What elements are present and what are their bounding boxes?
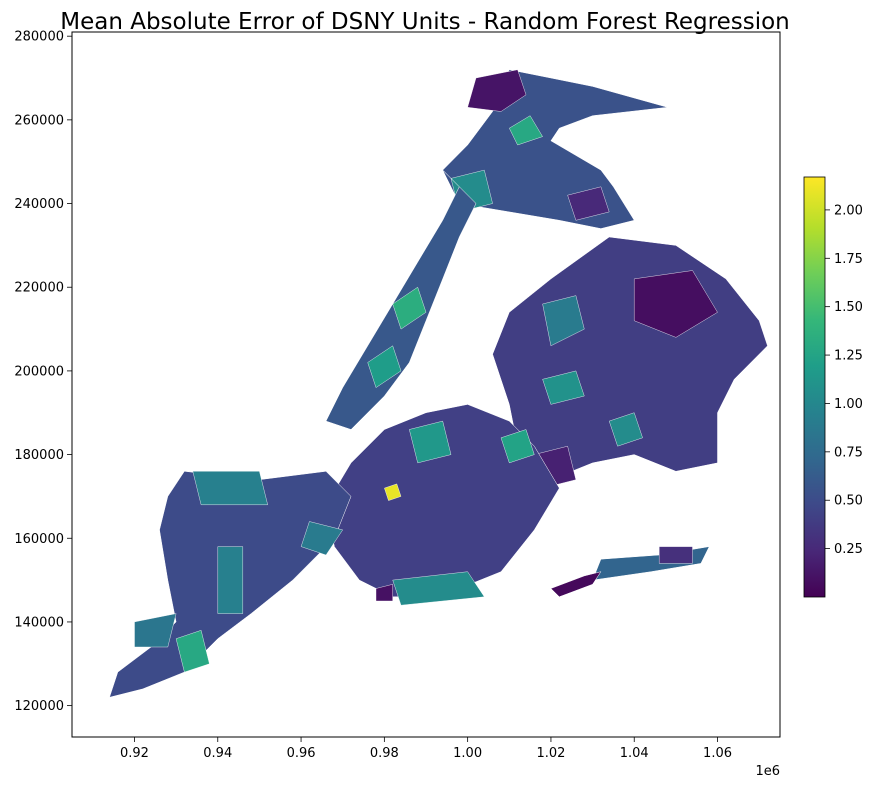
region-queens-patch-1 <box>542 295 585 347</box>
region-brooklyn <box>325 404 560 606</box>
colorbar-tick-label: 1.25 <box>834 349 863 364</box>
colorbar-tick-label: 1.00 <box>834 397 863 412</box>
colorbar-tick-label: 1.50 <box>834 300 863 315</box>
region-brooklyn-patch-4 <box>375 584 393 602</box>
x-tick-label: 0.92 <box>120 746 149 761</box>
region-queens-patch-3 <box>608 412 643 447</box>
colorbar-tick-label: 0.50 <box>834 494 863 509</box>
region-manhattan-patch-0 <box>392 286 427 330</box>
region-staten-island-patch-3 <box>300 521 344 556</box>
region-staten-island-patch-1 <box>217 546 244 614</box>
region-rockaway <box>592 546 710 581</box>
map-title: Mean Absolute Error of DSNY Units - Rand… <box>60 9 790 35</box>
y-tick-label: 120000 <box>14 699 64 714</box>
region-staten-island-patch-4 <box>134 613 177 648</box>
region-queens-patch-2 <box>542 370 585 405</box>
y-axis: 120000 140000 160000 180000 200000 220000 2400… <box>14 30 72 714</box>
axes-frame <box>71 31 781 738</box>
region-manhattan-patch-1 <box>367 345 402 388</box>
x-tick-label: 1.06 <box>703 746 732 761</box>
region-brooklyn-patch-1 <box>500 429 535 464</box>
x-axis: 0.92 0.94 0.96 0.98 1.00 1.02 1.04 1.06 <box>120 737 732 761</box>
x-tick-label: 0.98 <box>370 746 399 761</box>
region-queens-shape <box>492 236 768 480</box>
y-tick-label: 180000 <box>14 448 64 463</box>
x-axis-offset-label: 1e6 <box>755 764 780 779</box>
region-brooklyn-patch-3 <box>392 571 485 606</box>
region-broad-channel <box>550 571 602 598</box>
region-bronx-patch-3 <box>567 186 610 221</box>
region-bronx <box>442 69 668 229</box>
y-tick-label: 220000 <box>14 281 64 296</box>
colorbar-tick-label: 1.75 <box>834 252 863 267</box>
region-staten-island <box>109 471 352 698</box>
region-rockaway-patch-0 <box>659 546 693 564</box>
x-tick-label: 1.04 <box>620 746 649 761</box>
colorbar-axis: 0.25 0.50 0.75 1.00 1.25 1.50 1.75 2.00 <box>825 203 863 557</box>
x-tick-label: 0.96 <box>287 746 316 761</box>
colorbar-tick-label: 2.00 <box>834 203 863 218</box>
region-staten-island-patch-2 <box>175 630 210 673</box>
y-tick-label: 280000 <box>14 30 64 45</box>
region-queens <box>492 236 768 489</box>
colorbar-tick-label: 0.25 <box>834 542 863 557</box>
region-queens-patch-0 <box>634 270 718 338</box>
x-tick-label: 0.94 <box>203 746 232 761</box>
y-tick-label: 140000 <box>14 615 64 630</box>
x-tick-label: 1.02 <box>536 746 565 761</box>
region-bronx-patch-0 <box>467 69 527 112</box>
y-tick-label: 200000 <box>14 364 64 379</box>
y-tick-label: 160000 <box>14 532 64 547</box>
region-broad-channel-shape <box>550 571 602 598</box>
region-staten-island-patch-0 <box>192 471 268 505</box>
region-bronx-patch-1 <box>509 115 543 146</box>
region-brooklyn-patch-0 <box>409 420 452 464</box>
region-manhattan <box>325 169 477 430</box>
y-tick-label: 260000 <box>14 113 64 128</box>
y-tick-label: 240000 <box>14 197 64 212</box>
colorbar-tick-label: 0.75 <box>834 445 863 460</box>
region-brooklyn-patch-2 <box>384 483 402 501</box>
colorbar <box>803 176 826 598</box>
x-tick-label: 1.00 <box>453 746 482 761</box>
map-regions <box>109 69 768 698</box>
